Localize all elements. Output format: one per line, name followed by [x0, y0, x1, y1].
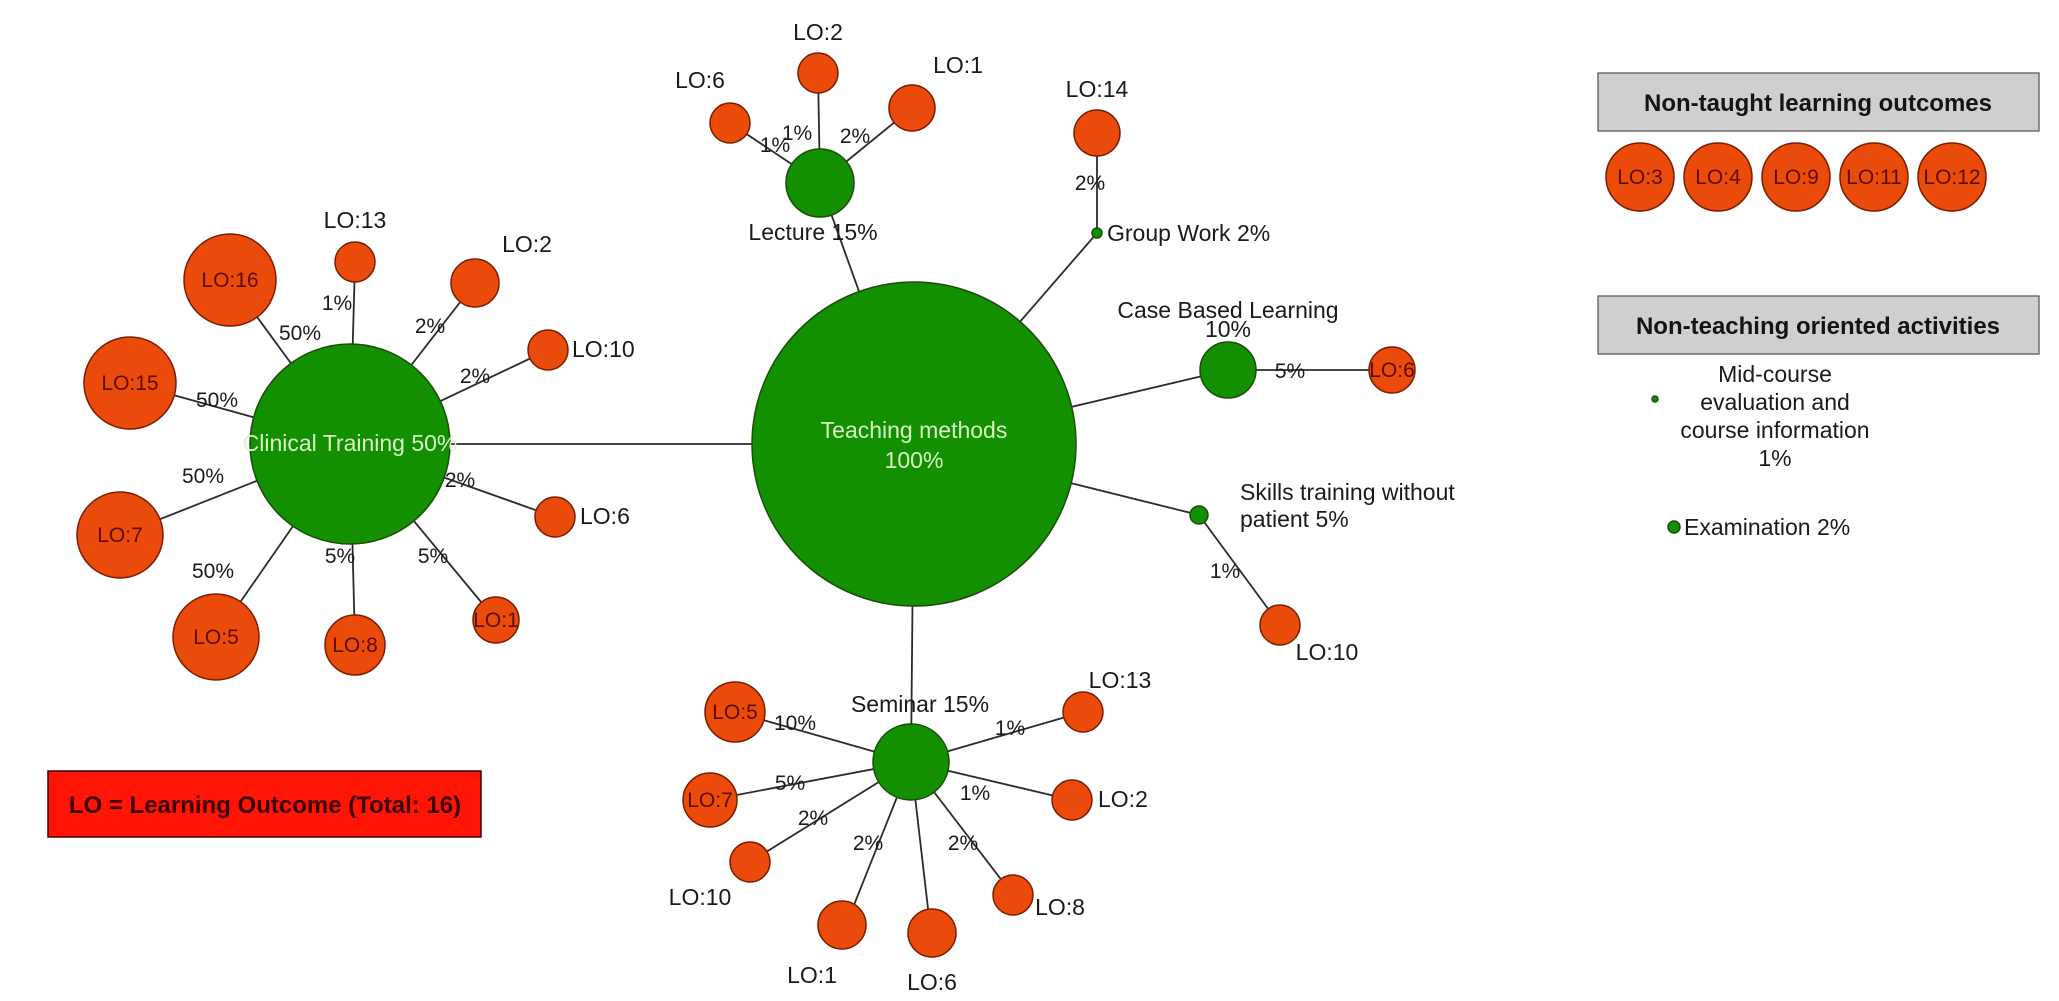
- svg-text:LO:9: LO:9: [1773, 166, 1819, 189]
- svg-text:LO:1: LO:1: [473, 609, 519, 632]
- svg-text:5%: 5%: [775, 772, 805, 795]
- svg-text:Teaching methods: Teaching methods: [821, 417, 1008, 443]
- svg-text:LO:13: LO:13: [324, 207, 387, 233]
- svg-text:Group Work 2%: Group Work 2%: [1107, 220, 1270, 246]
- svg-text:Skills training without: Skills training without: [1240, 479, 1455, 505]
- svg-text:Lecture 15%: Lecture 15%: [748, 219, 877, 245]
- svg-text:50%: 50%: [279, 322, 321, 345]
- svg-text:100%: 100%: [885, 447, 944, 473]
- svg-text:LO:12: LO:12: [1923, 166, 1980, 189]
- svg-text:LO:3: LO:3: [1617, 166, 1663, 189]
- svg-text:5%: 5%: [325, 545, 355, 568]
- svg-text:2%: 2%: [853, 832, 883, 855]
- svg-text:Examination 2%: Examination 2%: [1684, 514, 1850, 540]
- svg-text:10%: 10%: [1205, 316, 1251, 342]
- svg-text:2%: 2%: [460, 365, 490, 388]
- svg-text:50%: 50%: [196, 389, 238, 412]
- svg-text:1%: 1%: [995, 717, 1025, 740]
- svg-text:5%: 5%: [1275, 360, 1305, 383]
- svg-text:LO:6: LO:6: [907, 969, 957, 995]
- svg-text:2%: 2%: [415, 315, 445, 338]
- svg-text:LO:2: LO:2: [502, 231, 552, 257]
- svg-text:LO:16: LO:16: [201, 269, 258, 292]
- svg-text:1%: 1%: [1758, 445, 1791, 471]
- svg-text:Clinical Training 50%: Clinical Training 50%: [243, 430, 458, 456]
- svg-text:Mid-course: Mid-course: [1718, 361, 1832, 387]
- svg-text:LO:15: LO:15: [101, 372, 158, 395]
- svg-text:LO:7: LO:7: [97, 524, 143, 547]
- svg-text:LO:8: LO:8: [1035, 894, 1085, 920]
- svg-text:LO:7: LO:7: [687, 789, 733, 812]
- svg-text:50%: 50%: [182, 465, 224, 488]
- svg-text:LO:2: LO:2: [1098, 786, 1148, 812]
- svg-text:LO:6: LO:6: [580, 503, 630, 529]
- svg-text:LO:6: LO:6: [675, 67, 725, 93]
- svg-text:LO:8: LO:8: [332, 634, 378, 657]
- svg-text:LO:11: LO:11: [1846, 166, 1902, 189]
- svg-text:LO:1: LO:1: [787, 962, 837, 988]
- svg-text:10%: 10%: [774, 712, 816, 735]
- svg-text:LO:5: LO:5: [193, 626, 239, 649]
- svg-text:LO:2: LO:2: [793, 19, 843, 45]
- svg-text:1%: 1%: [782, 122, 812, 145]
- svg-text:LO:5: LO:5: [712, 701, 758, 724]
- svg-text:5%: 5%: [418, 545, 448, 568]
- svg-text:Non-teaching oriented activiti: Non-teaching oriented activities: [1636, 313, 2000, 340]
- svg-text:LO:6: LO:6: [1369, 359, 1415, 382]
- svg-text:LO:4: LO:4: [1695, 166, 1741, 189]
- svg-text:LO:1: LO:1: [933, 52, 983, 78]
- svg-text:LO = Learning Outcome (Total:: LO = Learning Outcome (Total: 16): [69, 792, 461, 819]
- svg-text:LO:13: LO:13: [1089, 667, 1152, 693]
- svg-text:patient 5%: patient 5%: [1240, 506, 1349, 532]
- svg-text:LO:10: LO:10: [572, 336, 635, 362]
- svg-text:1%: 1%: [960, 782, 990, 805]
- svg-text:1%: 1%: [1210, 560, 1240, 583]
- svg-text:2%: 2%: [840, 125, 870, 148]
- svg-text:course information: course information: [1680, 417, 1869, 443]
- svg-text:2%: 2%: [798, 807, 828, 830]
- svg-text:Non-taught learning outcomes: Non-taught learning outcomes: [1644, 90, 1992, 117]
- svg-text:LO:14: LO:14: [1066, 76, 1129, 102]
- svg-text:evaluation and: evaluation and: [1700, 389, 1850, 415]
- svg-text:1%: 1%: [322, 292, 352, 315]
- svg-text:Seminar 15%: Seminar 15%: [851, 691, 989, 717]
- svg-text:2%: 2%: [1075, 172, 1105, 195]
- svg-text:2%: 2%: [948, 832, 978, 855]
- svg-text:LO:10: LO:10: [1296, 639, 1359, 665]
- svg-text:50%: 50%: [192, 560, 234, 583]
- svg-text:LO:10: LO:10: [669, 884, 732, 910]
- svg-text:2%: 2%: [445, 469, 475, 492]
